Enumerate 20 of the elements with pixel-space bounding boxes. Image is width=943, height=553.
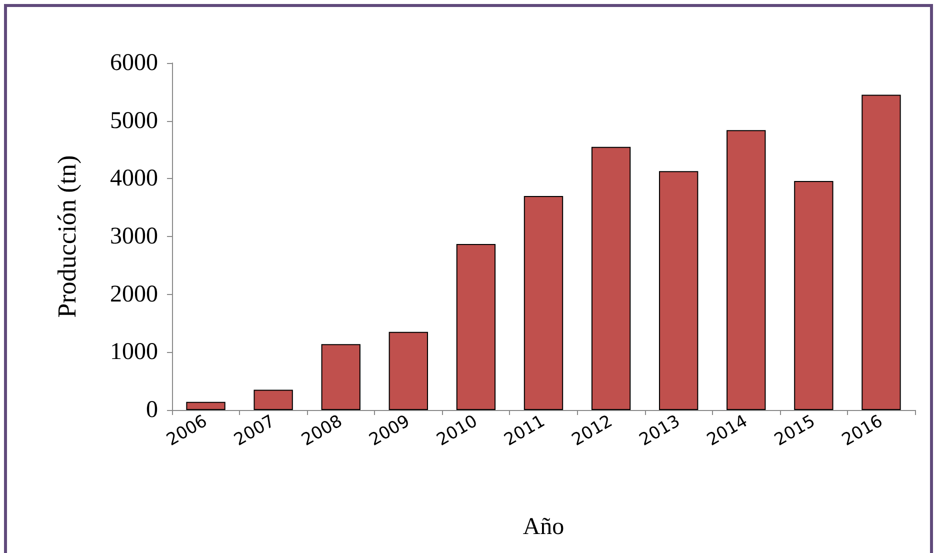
bar	[591, 146, 631, 410]
y-tick-label: 3000	[110, 224, 158, 250]
x-axis-title: Año	[522, 514, 564, 540]
y-tick-label: 5000	[110, 108, 158, 134]
y-tick-label: 0	[146, 397, 158, 423]
bar	[186, 402, 226, 410]
y-tick-label: 4000	[110, 166, 158, 192]
y-tick-label: 2000	[110, 281, 158, 308]
bar	[321, 344, 360, 410]
bar	[794, 180, 834, 410]
y-axis-title: Producción (tn)	[52, 155, 82, 318]
bar	[726, 130, 766, 410]
bar	[524, 196, 564, 410]
bar	[659, 171, 698, 410]
bar	[862, 94, 901, 410]
bar	[388, 332, 428, 410]
bar	[254, 390, 293, 410]
y-tick-label: 6000	[110, 50, 158, 76]
y-tick-label: 1000	[110, 339, 158, 366]
bar	[456, 244, 496, 410]
